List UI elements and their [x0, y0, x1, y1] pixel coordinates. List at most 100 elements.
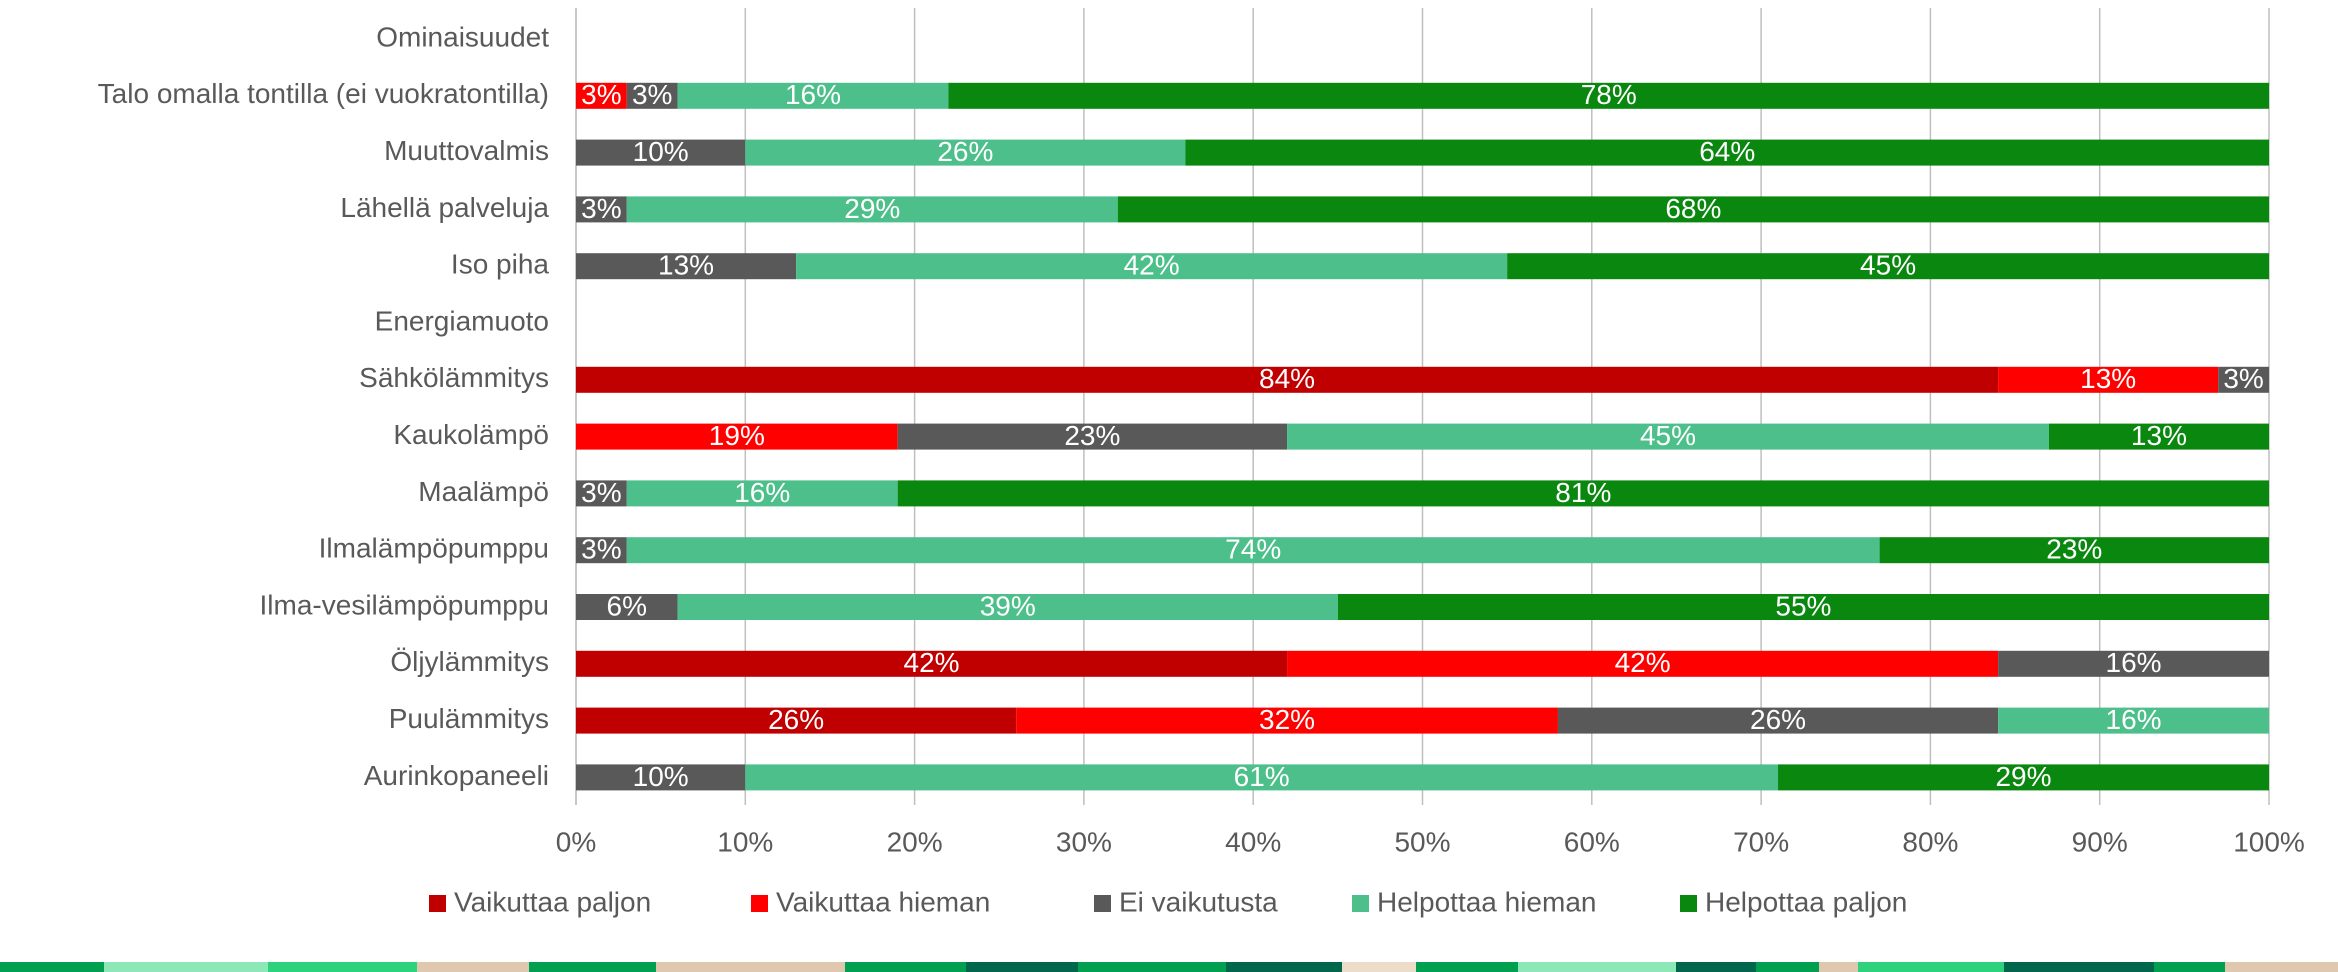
bar-segment	[576, 82, 627, 109]
y-tick-label: Talo omalla tontilla (ei vuokratontilla)	[98, 78, 549, 109]
data-label: 64%	[1699, 136, 1755, 167]
bar-segment	[576, 196, 627, 223]
legend-label: Vaikuttaa hieman	[776, 886, 990, 917]
data-label: 68%	[1665, 193, 1721, 224]
data-label: 78%	[1581, 79, 1637, 110]
bar-segment	[745, 139, 1186, 166]
y-tick-label: Ilma-vesilämpöpumppu	[260, 589, 549, 620]
x-tick-label: 10%	[717, 826, 773, 857]
legend-swatch	[1352, 895, 1369, 912]
data-label: 13%	[658, 250, 714, 281]
bar-segment	[626, 480, 898, 507]
data-label: 3%	[581, 193, 621, 224]
data-label: 45%	[1640, 420, 1696, 451]
bar-segment	[1185, 139, 2269, 166]
y-tick-label: Sähkölämmitys	[359, 362, 549, 393]
bar-segment	[1557, 707, 1999, 734]
legend-label: Vaikuttaa paljon	[454, 886, 651, 917]
legend-swatch	[1680, 895, 1697, 912]
bar-segment	[576, 764, 746, 791]
y-tick-label: Maalämpö	[418, 476, 549, 507]
data-label: 3%	[581, 79, 621, 110]
data-label: 29%	[1995, 761, 2051, 792]
legend-label: Helpottaa hieman	[1377, 886, 1596, 917]
data-label: 10%	[633, 761, 689, 792]
data-label: 42%	[904, 647, 960, 678]
y-tick-label: Iso piha	[451, 249, 549, 280]
bar-segment	[745, 764, 1779, 791]
data-label: 6%	[607, 590, 647, 621]
x-tick-label: 70%	[1733, 826, 1789, 857]
y-tick-label: Puulämmitys	[389, 703, 549, 734]
data-label: 16%	[2106, 704, 2162, 735]
x-tick-label: 80%	[1902, 826, 1958, 857]
bar-segment	[576, 537, 627, 564]
bar-segment	[1998, 707, 2269, 734]
y-tick-label: Lähellä palveluja	[340, 192, 549, 223]
bar-segment	[897, 480, 2270, 507]
y-tick-label: Ilmalämpöpumppu	[319, 533, 549, 564]
bar-segment	[677, 594, 1338, 620]
data-label: 55%	[1775, 590, 1831, 621]
data-label: 32%	[1259, 704, 1315, 735]
data-label: 3%	[581, 534, 621, 565]
bar-segment	[1778, 764, 2269, 791]
x-tick-label: 30%	[1056, 826, 1112, 857]
bar-segment	[576, 366, 1999, 393]
data-label: 16%	[785, 79, 841, 110]
data-label: 16%	[734, 477, 790, 508]
data-label: 3%	[2223, 363, 2263, 394]
data-label: 13%	[2131, 420, 2187, 451]
bar-segment	[626, 537, 1880, 564]
bar-segment	[576, 594, 678, 620]
x-tick-label: 0%	[556, 826, 596, 857]
y-tick-label: Muuttovalmis	[384, 135, 549, 166]
data-label: 39%	[980, 590, 1036, 621]
x-tick-label: 40%	[1225, 826, 1281, 857]
data-label: 81%	[1555, 477, 1611, 508]
data-label: 13%	[2080, 363, 2136, 394]
data-label: 26%	[937, 136, 993, 167]
bar-segment	[1287, 423, 2049, 450]
data-label: 26%	[1750, 704, 1806, 735]
data-label: 42%	[1124, 250, 1180, 281]
bar-segment	[1117, 196, 2269, 223]
data-label: 84%	[1259, 363, 1315, 394]
data-label: 26%	[768, 704, 824, 735]
bar-segment	[1507, 253, 2269, 280]
data-label: 3%	[632, 79, 672, 110]
x-tick-label: 90%	[2072, 826, 2128, 857]
y-tick-label: Kaukolämpö	[393, 419, 549, 450]
bar-segment	[576, 650, 1288, 677]
data-label: 16%	[2106, 647, 2162, 678]
data-label: 23%	[1064, 420, 1120, 451]
legend-label: Helpottaa paljon	[1705, 886, 1907, 917]
decor-stripe	[0, 962, 2338, 972]
y-tick-label: Ominaisuudet	[376, 21, 549, 52]
bar-segment	[897, 423, 1288, 450]
legend-swatch	[751, 895, 768, 912]
bar-segment	[1016, 707, 1558, 734]
y-tick-label: Öljylämmitys	[390, 646, 549, 677]
x-tick-label: 60%	[1564, 826, 1620, 857]
bar-segment	[1287, 650, 1999, 677]
data-label: 45%	[1860, 250, 1916, 281]
y-tick-label: Aurinkopaneeli	[364, 760, 549, 791]
bar-segment	[576, 707, 1017, 734]
bar-segment	[576, 139, 746, 166]
x-tick-label: 20%	[887, 826, 943, 857]
data-label: 10%	[633, 136, 689, 167]
data-label: 19%	[709, 420, 765, 451]
legend-label: Ei vaikutusta	[1119, 886, 1278, 917]
data-label: 23%	[2046, 534, 2102, 565]
data-label: 3%	[581, 477, 621, 508]
bar-segment	[1337, 594, 2269, 620]
x-tick-label: 50%	[1394, 826, 1450, 857]
data-label: 74%	[1225, 534, 1281, 565]
bar-segment	[796, 253, 1508, 280]
bar-segment	[576, 480, 627, 507]
bar-segment	[1998, 650, 2269, 677]
x-tick-label: 100%	[2233, 826, 2305, 857]
data-label: 61%	[1234, 761, 1290, 792]
